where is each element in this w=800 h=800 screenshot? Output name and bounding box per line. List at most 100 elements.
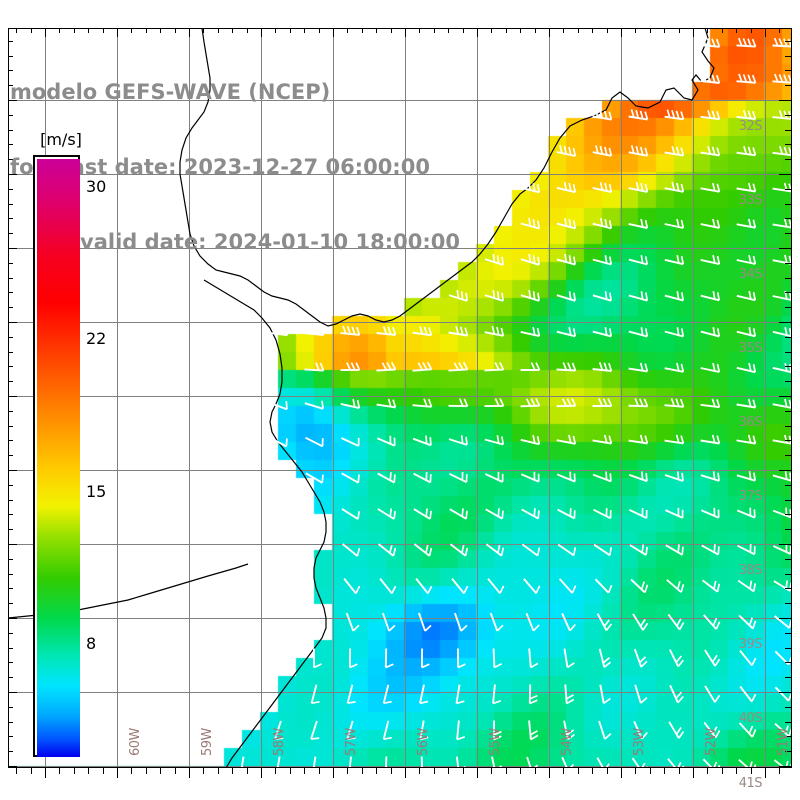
wind-barb xyxy=(484,362,505,372)
axis-tick-minor xyxy=(505,767,507,774)
axis-tick-major xyxy=(117,767,118,778)
wind-barb xyxy=(413,543,433,557)
axis-tick-minor xyxy=(8,70,13,72)
axis-tick-minor xyxy=(563,28,565,33)
wind-barb xyxy=(485,543,505,557)
axis-tick-major xyxy=(8,618,17,619)
wind-barb xyxy=(341,508,360,520)
axis-tick-minor xyxy=(785,632,792,634)
axis-tick-minor xyxy=(8,336,13,338)
axis-tick-minor xyxy=(289,28,291,33)
axis-tick-minor xyxy=(785,381,792,383)
colorbar-tick-label: 22 xyxy=(86,329,107,348)
wind-barb xyxy=(628,255,649,266)
wind-barb xyxy=(664,362,685,373)
latitude-label: 32S xyxy=(738,119,763,134)
wind-barb xyxy=(523,578,541,594)
wind-barb xyxy=(739,685,757,703)
axis-tick-minor xyxy=(8,721,13,723)
latitude-label: 34S xyxy=(738,267,763,282)
wind-barb xyxy=(772,398,792,409)
axis-tick-minor xyxy=(8,677,13,679)
wind-barb xyxy=(564,684,575,705)
wind-barb xyxy=(592,471,612,483)
wind-barb xyxy=(593,508,612,520)
wind-barb xyxy=(628,507,648,519)
axis-tick-major xyxy=(261,28,262,37)
wind-barb xyxy=(268,326,289,337)
wind-barb xyxy=(701,544,720,556)
wind-barb xyxy=(557,508,576,520)
axis-tick-minor xyxy=(8,366,13,368)
wind-barb xyxy=(379,578,397,594)
axis-tick-minor xyxy=(59,28,61,33)
axis-tick-minor xyxy=(88,28,90,33)
axis-tick-minor xyxy=(275,28,277,33)
axis-tick-minor xyxy=(73,767,75,774)
wind-barb xyxy=(736,290,757,302)
wind-barb xyxy=(418,612,432,632)
wind-barb xyxy=(628,145,649,157)
wind-barb xyxy=(666,579,685,593)
colorbar-frame xyxy=(33,155,80,757)
axis-tick-minor xyxy=(678,767,680,774)
map-plot-area[interactable] xyxy=(8,28,792,768)
colorbar[interactable] xyxy=(33,155,80,757)
axis-tick-major xyxy=(779,396,792,397)
axis-tick-minor xyxy=(8,159,13,161)
wind-barb xyxy=(521,508,540,520)
axis-tick-minor xyxy=(520,28,522,33)
wind-barb xyxy=(736,398,757,409)
wind-barb xyxy=(340,362,361,372)
wind-barb xyxy=(667,613,685,631)
wind-barb xyxy=(304,326,325,336)
wind-barb xyxy=(668,649,684,668)
axis-tick-minor xyxy=(785,70,792,72)
wind-barb xyxy=(448,289,468,302)
wind-barb xyxy=(628,434,649,445)
wind-barb xyxy=(341,472,360,484)
wind-barb xyxy=(528,648,539,669)
axis-tick-major xyxy=(405,767,406,778)
wind-barb xyxy=(342,543,361,557)
axis-tick-minor xyxy=(8,85,13,87)
wind-barb xyxy=(772,37,792,48)
wind-barb xyxy=(484,471,504,483)
axis-tick-minor xyxy=(505,28,507,33)
axis-tick-minor xyxy=(678,28,680,33)
axis-tick-minor xyxy=(16,767,18,774)
wind-barb xyxy=(491,756,503,768)
axis-tick-minor xyxy=(707,767,709,774)
wind-barb xyxy=(700,327,721,338)
axis-tick-major xyxy=(8,174,17,175)
wind-barb xyxy=(448,398,469,408)
axis-tick-minor xyxy=(785,307,792,309)
wind-barb xyxy=(737,544,756,556)
axis-tick-minor xyxy=(8,632,13,634)
axis-tick-minor xyxy=(785,455,792,457)
axis-tick-minor xyxy=(289,767,291,774)
wind-barb xyxy=(772,73,792,84)
axis-tick-minor xyxy=(203,767,205,774)
longitude-label: 53W xyxy=(632,728,647,756)
wind-barb xyxy=(592,217,613,230)
wind-barb xyxy=(419,684,429,705)
wind-barb xyxy=(736,37,757,48)
axis-tick-minor xyxy=(785,573,792,575)
wind-barb xyxy=(592,362,613,372)
wind-barb xyxy=(772,434,792,445)
wind-barb xyxy=(413,472,432,484)
wind-barb xyxy=(592,327,613,338)
wind-barb xyxy=(739,650,757,666)
axis-tick-minor xyxy=(8,440,13,442)
wind-barb xyxy=(736,254,757,265)
axis-tick-major xyxy=(621,767,622,778)
wind-barb xyxy=(520,253,540,266)
axis-tick-minor xyxy=(8,188,13,190)
latitude-label: 36S xyxy=(738,415,763,430)
wind-barb xyxy=(556,327,577,338)
wind-barb xyxy=(376,398,397,409)
wind-barb xyxy=(484,398,505,408)
wind-barb xyxy=(700,73,721,84)
axis-tick-minor xyxy=(8,751,13,753)
